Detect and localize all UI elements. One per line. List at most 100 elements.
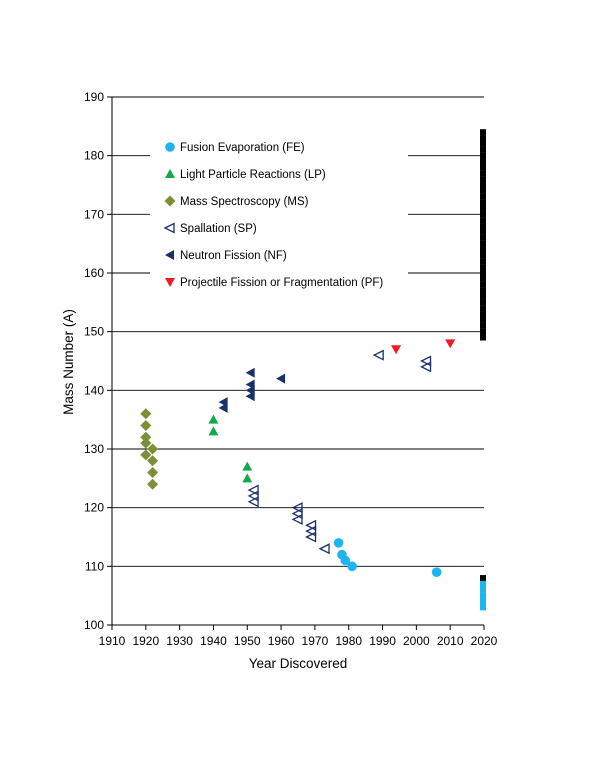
- edge-square-0-178: [480, 164, 486, 171]
- y-tick-label-130: 130: [84, 442, 104, 456]
- edge-square-0-166: [480, 234, 486, 241]
- legend-label-2: Mass Spectroscopy (MS): [180, 196, 309, 208]
- x-tick-label-1960: 1960: [268, 634, 295, 648]
- y-tick-label-180: 180: [84, 149, 104, 163]
- edge-square-0-154: [480, 305, 486, 312]
- edge-square-0-156: [480, 293, 486, 300]
- point-0-3: [347, 561, 357, 572]
- y-tick-label-170: 170: [84, 207, 104, 221]
- edge-square-2-105: [480, 592, 486, 599]
- edge-square-0-153: [480, 311, 486, 318]
- point-3-0: [247, 484, 259, 496]
- point-3-10: [372, 349, 384, 361]
- edge-square-0-163: [480, 252, 486, 259]
- data-points: [140, 339, 456, 577]
- edge-square-0-181: [480, 146, 486, 153]
- edge-square-0-183: [480, 135, 486, 142]
- point-2-6: [147, 455, 159, 467]
- point-4-6: [276, 373, 286, 384]
- x-tick-label-2000: 2000: [403, 634, 430, 648]
- edge-square-0-165: [480, 240, 486, 247]
- point-2-1: [140, 420, 152, 432]
- point-3-9: [318, 543, 330, 555]
- x-tick-label-1980: 1980: [335, 634, 362, 648]
- point-3-6: [305, 519, 317, 531]
- y-tick-label-190: 190: [84, 90, 104, 104]
- point-2-7: [147, 466, 159, 478]
- point-2-5: [147, 443, 159, 455]
- edge-square-2-107: [480, 580, 486, 587]
- y-axis-title: Mass Number (A): [61, 309, 76, 415]
- legend-label-1: Light Particle Reactions (LP): [180, 169, 326, 181]
- y-tick-label-150: 150: [84, 325, 104, 339]
- legend-marker-2: [164, 195, 176, 207]
- edge-square-2-104: [480, 598, 486, 605]
- legend-marker-4: [165, 250, 174, 260]
- point-1-3: [242, 473, 253, 483]
- edge-square-0-175: [480, 182, 486, 188]
- point-3-8: [305, 531, 317, 543]
- point-1-2: [242, 461, 253, 471]
- edge-square-0-173: [480, 193, 486, 200]
- point-2-8: [147, 478, 159, 490]
- edge-square-0-158: [480, 281, 486, 288]
- y-tick-label-110: 110: [85, 559, 104, 573]
- edge-square-0-157: [480, 287, 486, 294]
- edge-square-0-179: [480, 158, 486, 165]
- x-tick-label-1910: 1910: [99, 634, 126, 648]
- legend-marker-1: [165, 169, 175, 178]
- point-4-1: [218, 402, 228, 413]
- edge-square-2-103: [480, 604, 486, 611]
- edge-square-0-159: [480, 275, 486, 282]
- legend-marker-0: [165, 142, 175, 152]
- point-0-0: [333, 538, 344, 548]
- point-2-2: [140, 431, 152, 443]
- right-edge-bands: [480, 129, 486, 611]
- point-3-7: [305, 525, 317, 537]
- point-2-0: [140, 408, 152, 420]
- edge-square-0-171: [480, 205, 486, 212]
- legend-label-5: Projectile Fission or Fragmentation (PF): [180, 277, 383, 289]
- point-5-0: [391, 345, 402, 355]
- edge-square-0-168: [480, 223, 486, 230]
- point-1-1: [208, 426, 219, 436]
- point-3-5: [291, 513, 303, 525]
- y-tick-label-160: 160: [84, 266, 104, 280]
- x-tick-label-1940: 1940: [200, 634, 227, 648]
- edge-square-0-167: [480, 228, 486, 235]
- point-3-11: [420, 355, 432, 367]
- point-3-4: [291, 507, 303, 520]
- y-tick-label-140: 140: [84, 383, 104, 397]
- edge-square-0-180: [480, 152, 486, 159]
- y-tick-label-120: 120: [84, 501, 104, 515]
- point-2-4: [140, 449, 152, 461]
- edge-square-2-106: [480, 586, 486, 593]
- legend-label-0: Fusion Evaporation (FE): [180, 142, 305, 154]
- edge-square-0-170: [480, 211, 486, 218]
- point-3-1: [247, 490, 259, 502]
- edge-square-0-151: [480, 322, 486, 329]
- point-3-3: [291, 502, 303, 514]
- x-tick-label-2010: 2010: [437, 634, 464, 648]
- edge-square-0-149: [480, 334, 486, 341]
- point-0-4: [431, 567, 442, 577]
- x-tick-label-1950: 1950: [234, 634, 261, 648]
- edge-square-0-184: [480, 129, 486, 136]
- point-0-2: [340, 555, 351, 566]
- edge-square-0-155: [480, 299, 486, 306]
- edge-square-0-174: [480, 187, 486, 194]
- edge-square-0-169: [480, 217, 486, 224]
- edge-square-0-162: [480, 258, 486, 265]
- point-5-1: [445, 339, 456, 349]
- edge-square-0-182: [480, 140, 486, 147]
- legend-label-4: Neutron Fission (NF): [180, 250, 287, 262]
- legend: Fusion Evaporation (FE) Light Particle Re…: [163, 142, 383, 289]
- edge-square-0-172: [480, 199, 486, 206]
- point-2-3: [140, 437, 152, 449]
- legend-marker-3: [163, 222, 175, 234]
- y-tick-label-100: 100: [84, 618, 104, 632]
- gridlines: [112, 96, 484, 567]
- edge-square-0-161: [480, 264, 486, 271]
